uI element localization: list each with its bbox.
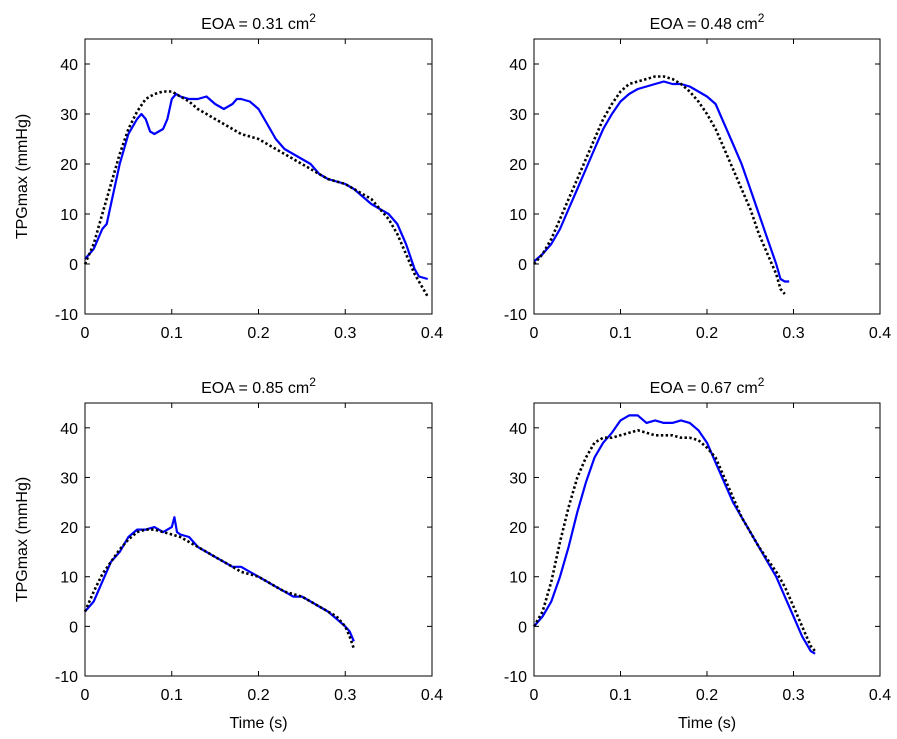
y-axis-label: TPGmax (mmHg) xyxy=(14,477,31,602)
subplot-title: EOA = 0.85 cm2 xyxy=(201,375,316,397)
y-tick-label: 40 xyxy=(60,57,78,74)
x-tick-label: 0.3 xyxy=(782,325,804,342)
y-tick-label: -10 xyxy=(504,307,527,324)
x-tick-label: 0.1 xyxy=(161,687,183,704)
x-tick-label: 0.3 xyxy=(334,687,356,704)
x-tick-label: 0.2 xyxy=(696,687,718,704)
model-curve-1 xyxy=(83,90,429,298)
x-tick-label: 0 xyxy=(530,687,539,704)
y-tick-label: 0 xyxy=(518,619,527,636)
y-axis-label: TPGmax (mmHg) xyxy=(14,114,31,239)
y-tick-label: 40 xyxy=(509,57,527,74)
x-tick-label: 0.2 xyxy=(247,325,269,342)
title-superscript: 2 xyxy=(309,11,316,25)
y-tick-label: 20 xyxy=(60,157,78,174)
x-tick-label: 0.2 xyxy=(696,325,718,342)
plot-frame xyxy=(84,38,433,315)
y-tick-label: 20 xyxy=(509,520,527,537)
y-tick-label: 20 xyxy=(60,520,78,537)
y-tick-label: 0 xyxy=(69,257,78,274)
y-tick-label: 30 xyxy=(60,107,78,124)
measured-curve-2 xyxy=(533,80,790,283)
measured-curve-4 xyxy=(533,414,816,655)
title-superscript: 2 xyxy=(758,375,765,389)
x-tick-label: 0.4 xyxy=(869,687,891,704)
x-tick-label: 0 xyxy=(81,325,90,342)
title-superscript: 2 xyxy=(309,375,316,389)
y-tick-label: 30 xyxy=(509,470,527,487)
x-tick-label: 0.1 xyxy=(609,687,631,704)
x-tick-label: 0.4 xyxy=(421,687,443,704)
x-tick-label: 0.1 xyxy=(161,325,183,342)
y-tick-label: 10 xyxy=(509,207,527,224)
x-tick-label: 0 xyxy=(530,325,539,342)
y-tick-label: 30 xyxy=(60,470,78,487)
x-tick-label: 0.3 xyxy=(334,325,356,342)
measured-curve-1 xyxy=(84,92,429,281)
x-axis-label: Time (s) xyxy=(229,715,287,732)
y-tick-label: 0 xyxy=(518,257,527,274)
model-curve-3 xyxy=(83,528,356,650)
y-tick-label: 40 xyxy=(509,421,527,438)
y-tick-label: 40 xyxy=(60,421,78,438)
x-axis-label: Time (s) xyxy=(678,715,736,732)
plot-frame xyxy=(84,402,433,677)
y-tick-label: -10 xyxy=(504,669,527,686)
subplot-title: EOA = 0.48 cm2 xyxy=(650,11,765,33)
y-tick-label: 10 xyxy=(60,207,78,224)
x-tick-label: 0 xyxy=(81,687,90,704)
model-curve-4 xyxy=(532,429,817,653)
x-tick-label: 0.1 xyxy=(609,325,631,342)
x-tick-label: 0.2 xyxy=(247,687,269,704)
plot-frame xyxy=(533,38,881,315)
measured-curve-3 xyxy=(84,516,355,642)
y-tick-label: -10 xyxy=(55,669,78,686)
subplot-title: EOA = 0.31 cm2 xyxy=(201,11,316,33)
y-tick-label: 20 xyxy=(509,157,527,174)
x-tick-label: 0.3 xyxy=(782,687,804,704)
y-tick-label: 0 xyxy=(69,619,78,636)
y-tick-label: 10 xyxy=(509,570,527,587)
title-superscript: 2 xyxy=(758,11,765,25)
y-tick-label: -10 xyxy=(55,307,78,324)
x-tick-label: 0.4 xyxy=(421,325,443,342)
x-tick-label: 0.4 xyxy=(869,325,891,342)
y-tick-label: 10 xyxy=(60,570,78,587)
model-curve-2 xyxy=(533,75,786,295)
subplot-title: EOA = 0.67 cm2 xyxy=(650,375,765,397)
y-tick-label: 30 xyxy=(509,107,527,124)
